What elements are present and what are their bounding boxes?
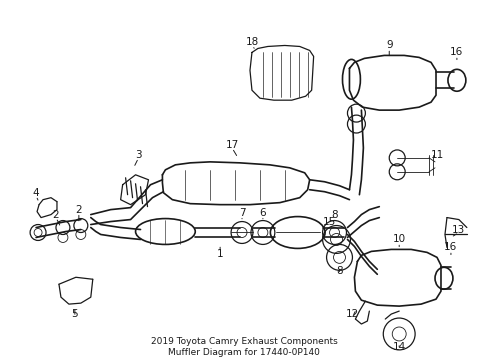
Text: 6: 6 <box>259 208 265 217</box>
Text: 3: 3 <box>135 150 142 160</box>
Text: 8: 8 <box>336 266 342 276</box>
Text: 7: 7 <box>238 208 245 217</box>
Text: 11: 11 <box>429 150 443 160</box>
Text: 16: 16 <box>449 48 463 58</box>
Text: 5: 5 <box>71 309 78 319</box>
Text: 8: 8 <box>330 210 337 220</box>
Text: 15: 15 <box>322 217 335 226</box>
Text: 2019 Toyota Camry Exhaust Components
Muffler Diagram for 17440-0P140: 2019 Toyota Camry Exhaust Components Muf… <box>150 337 337 357</box>
Text: 10: 10 <box>392 234 405 244</box>
Text: 9: 9 <box>385 40 392 50</box>
Text: 17: 17 <box>225 140 238 150</box>
Text: 4: 4 <box>33 188 40 198</box>
Text: 18: 18 <box>245 37 258 48</box>
Text: 2: 2 <box>75 204 82 215</box>
Text: 16: 16 <box>444 242 457 252</box>
Text: 1: 1 <box>216 249 223 260</box>
Text: 13: 13 <box>451 225 465 234</box>
Text: 14: 14 <box>392 342 405 352</box>
Text: 12: 12 <box>345 309 358 319</box>
Text: 2: 2 <box>53 210 59 220</box>
